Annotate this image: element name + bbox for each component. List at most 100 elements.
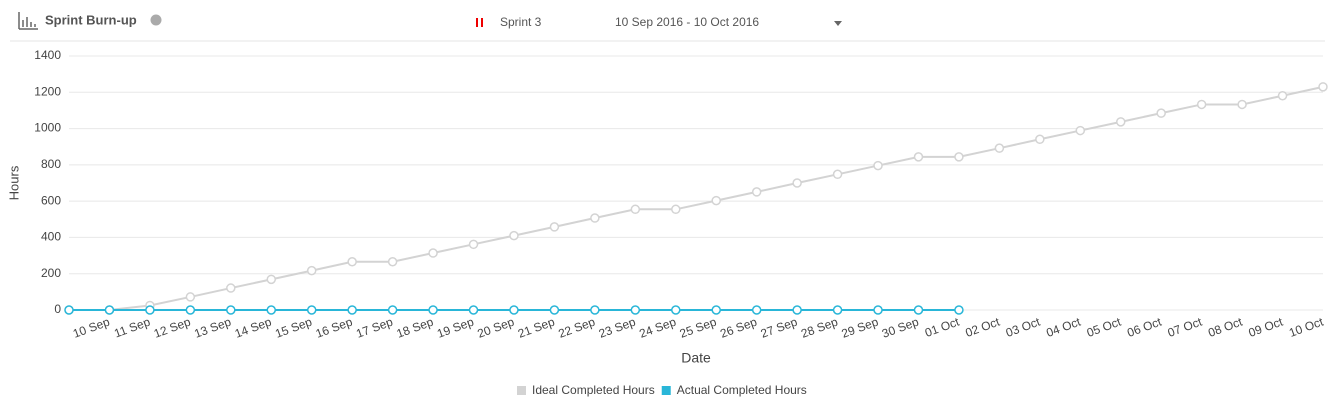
x-tick-label: 25 Sep: [678, 315, 719, 341]
x-tick-label: 18 Sep: [395, 315, 436, 341]
data-point: [1237, 99, 1247, 110]
y-tick-label: 600: [41, 193, 61, 207]
data-point: [1277, 90, 1288, 101]
x-tick-label: 10 Sep: [71, 315, 112, 341]
data-point: [1196, 99, 1207, 110]
data-point: [792, 305, 802, 315]
data-point: [1035, 134, 1045, 145]
series-line: [69, 85, 1324, 311]
x-tick-label: 24 Sep: [637, 315, 678, 341]
x-tick-label: 20 Sep: [476, 315, 517, 341]
data-point: [711, 305, 721, 315]
data-point: [671, 305, 681, 315]
data-point: [428, 248, 438, 258]
data-point: [751, 187, 762, 197]
x-tick-label: 28 Sep: [799, 315, 840, 341]
x-tick-label: 30 Sep: [880, 315, 921, 341]
x-axis-label: Date: [681, 350, 711, 366]
data-point: [590, 305, 600, 315]
x-tick-label: 22 Sep: [556, 315, 597, 341]
data-point: [266, 274, 277, 285]
y-tick-label: 1400: [34, 48, 61, 62]
data-point: [226, 283, 236, 293]
x-tick-label: 26 Sep: [718, 315, 759, 341]
x-tick-label: 21 Sep: [516, 315, 557, 341]
x-tick-label: 23 Sep: [597, 315, 638, 341]
data-point: [64, 305, 74, 315]
x-tick-label: 14 Sep: [233, 315, 274, 341]
legend-label: Ideal Completed Hours: [532, 383, 655, 397]
legend-swatch: [517, 386, 526, 395]
data-point: [1115, 117, 1126, 127]
data-point: [1318, 82, 1328, 92]
sprint-status-icon: [481, 18, 483, 27]
y-tick-label: 200: [41, 266, 61, 280]
data-point: [630, 204, 641, 215]
date-range[interactable]: 10 Sep 2016 - 10 Oct 2016: [615, 15, 759, 29]
data-point: [913, 305, 924, 315]
data-point: [509, 305, 519, 315]
x-tick-label: 09 Oct: [1247, 314, 1286, 339]
y-tick-label: 400: [41, 230, 61, 244]
x-tick-label: 17 Sep: [354, 315, 395, 341]
x-tick-label: 19 Sep: [435, 315, 476, 341]
data-point: [671, 204, 681, 215]
x-tick-label: 13 Sep: [192, 315, 233, 341]
data-point: [832, 169, 843, 180]
x-tick-label: 07 Oct: [1166, 314, 1205, 339]
x-tick-label: 15 Sep: [273, 315, 314, 341]
data-point: [913, 152, 924, 162]
x-tick-label: 11 Sep: [112, 315, 152, 341]
x-tick-label: 29 Sep: [840, 315, 881, 341]
x-tick-label: 03 Oct: [1004, 314, 1043, 339]
x-tick-label: 06 Oct: [1125, 314, 1164, 339]
data-point: [549, 305, 560, 315]
data-point: [792, 178, 802, 188]
sprint-status-icon: [476, 18, 478, 27]
data-point: [509, 230, 519, 241]
data-point: [387, 256, 398, 267]
info-icon[interactable]: [150, 14, 162, 26]
data-point: [590, 213, 600, 223]
sprint-name[interactable]: Sprint 3: [500, 15, 542, 29]
data-point: [347, 256, 357, 267]
data-point: [832, 305, 843, 315]
header-title: Sprint Burn-up: [45, 12, 137, 27]
data-point: [954, 305, 964, 315]
legend-swatch: [661, 386, 671, 395]
data-point: [630, 305, 641, 315]
x-tick-label: 12 Sep: [152, 315, 193, 341]
data-point: [185, 305, 196, 315]
data-point: [994, 143, 1005, 153]
x-tick-label: 02 Oct: [963, 314, 1002, 339]
data-point: [347, 305, 357, 315]
y-tick-label: 1200: [34, 84, 61, 98]
data-point: [873, 305, 883, 315]
y-tick-label: 800: [41, 157, 61, 171]
chart-icon: [18, 12, 38, 30]
data-point: [306, 265, 317, 276]
data-point: [145, 305, 155, 315]
data-point: [428, 305, 438, 315]
data-point: [1075, 125, 1086, 136]
x-tick-label: 16 Sep: [314, 315, 355, 341]
data-point: [185, 292, 196, 302]
data-point: [1156, 108, 1166, 118]
y-tick-label: 1000: [34, 121, 61, 135]
data-point: [954, 152, 964, 162]
data-point: [226, 305, 236, 315]
x-tick-label: 04 Oct: [1044, 314, 1083, 339]
data-point: [751, 305, 762, 315]
data-point: [387, 305, 398, 315]
data-point: [306, 305, 317, 315]
data-point: [468, 305, 479, 315]
data-point: [873, 160, 883, 171]
x-tick-label: 10 Oct: [1287, 314, 1326, 339]
data-point: [549, 222, 560, 232]
y-tick-label: 0: [54, 302, 61, 316]
x-tick-label: 01 Oct: [923, 314, 962, 339]
dropdown-caret[interactable]: [834, 21, 842, 26]
x-tick-label: 08 Oct: [1206, 314, 1245, 339]
data-point: [104, 305, 115, 315]
